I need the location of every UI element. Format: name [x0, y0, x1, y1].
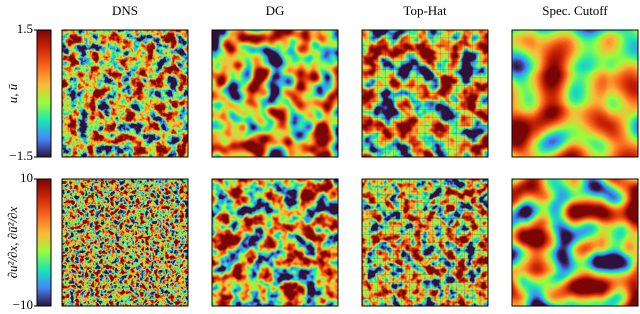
field-image [512, 179, 638, 306]
field-image [362, 179, 488, 306]
panel-frame [211, 29, 339, 158]
colorbar-tick-label: −1.5 [9, 148, 33, 163]
panel-frame [511, 178, 639, 307]
column-title: DNS [112, 3, 138, 18]
field-image [212, 30, 338, 157]
field-image [212, 179, 338, 306]
column-title: Top-Hat [403, 3, 447, 18]
colorbar-tick-label: 10 [20, 170, 33, 185]
field-image [512, 30, 638, 157]
field-image [362, 30, 488, 157]
row-label: u, ū [5, 83, 20, 103]
colorbar-tick-label: 1.5 [17, 21, 33, 36]
field-image [62, 179, 188, 306]
filter-grid [362, 179, 488, 306]
panel-frame [211, 178, 339, 307]
panel-frame [61, 178, 189, 307]
panel-frame [361, 178, 489, 307]
row-label: ∂u²/∂x, ∂ū²/∂x [5, 206, 20, 278]
column-title: Spec. Cutoff [542, 3, 608, 18]
panel-frame [61, 29, 189, 158]
panel-frame [361, 29, 489, 158]
column-title: DG [266, 3, 285, 18]
colorbar [36, 178, 52, 307]
field-image [62, 30, 188, 157]
colorbar-tick-label: −10 [13, 297, 33, 312]
panel-frame [511, 29, 639, 158]
filter-grid [362, 30, 488, 157]
colorbar [36, 29, 52, 158]
